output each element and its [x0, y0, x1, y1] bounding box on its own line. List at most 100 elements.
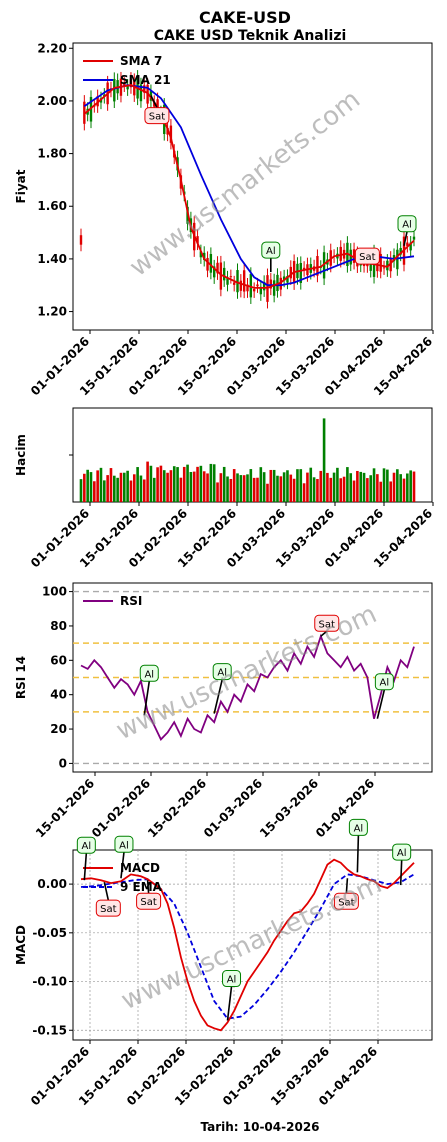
- macd-signal-box: [136, 892, 162, 910]
- volume-bar: [196, 466, 199, 502]
- volume-bar: [279, 476, 283, 502]
- volume-bar: [322, 418, 326, 502]
- macd-signal-box: [348, 818, 368, 836]
- rsi-ytick-label: 20: [50, 722, 67, 736]
- volume-bar: [252, 477, 256, 502]
- volume-bar: [366, 478, 369, 502]
- volume-bar: [86, 469, 89, 502]
- volume-bar: [282, 472, 286, 502]
- macd-signal-label: Sat: [100, 904, 116, 915]
- volume-bar: [319, 470, 323, 502]
- candle-body: [302, 267, 306, 271]
- candle-body: [199, 251, 203, 258]
- volume-bar: [162, 470, 166, 502]
- macd-signal-box: [95, 899, 121, 917]
- volume-bar: [292, 478, 296, 502]
- candle-body: [262, 281, 266, 291]
- candle-body: [139, 84, 143, 102]
- candle-body: [246, 284, 249, 292]
- volume-bar: [352, 480, 356, 502]
- candle-body: [126, 85, 129, 90]
- macd-signal-arrow: [120, 852, 125, 879]
- candle-body: [272, 280, 276, 296]
- volume-bar: [286, 470, 289, 502]
- candle-body: [406, 242, 409, 246]
- sma21-line: [83, 84, 415, 287]
- rsi-signal-arrow: [213, 679, 223, 714]
- candle-body: [269, 279, 273, 289]
- volume-bar: [249, 469, 253, 502]
- volume-bar: [109, 468, 113, 502]
- price-frame: [72, 42, 433, 331]
- macd-signal-box: [114, 835, 134, 853]
- candle-body: [412, 236, 416, 240]
- volume-bar: [83, 473, 86, 502]
- macd-signal-arrow: [83, 853, 88, 881]
- rsi-ytick-label: 40: [50, 688, 67, 702]
- macd-signal-label: Al: [119, 840, 129, 851]
- volume-ylabel: Hacim: [14, 434, 28, 476]
- price-panel: 1.201.401.601.802.002.20Fiyat01-01-20261…: [14, 41, 435, 398]
- price-signal-label: Sat: [149, 112, 165, 123]
- volume-bar: [346, 467, 349, 502]
- candle-body: [396, 249, 399, 270]
- volume-bar: [119, 472, 123, 502]
- volume-bar: [122, 472, 126, 502]
- volume-bar: [159, 465, 163, 502]
- volume-bar: [189, 471, 193, 502]
- candle-body: [229, 276, 233, 278]
- candle-body: [153, 101, 156, 107]
- price-chart-title: CAKE USD Teknik Analizi: [154, 28, 347, 44]
- volume-bar: [332, 472, 336, 502]
- volume-bar: [342, 476, 346, 502]
- rsi-signal-box: [212, 663, 232, 681]
- macd-legend-label: MACD: [120, 861, 160, 875]
- volume-bar: [309, 467, 313, 502]
- footer-date: Tarih: 10-04-2026: [200, 1120, 319, 1134]
- price-signal-box: [261, 241, 281, 259]
- macd-signal-label: Sat: [338, 897, 354, 908]
- volume-bar: [396, 469, 399, 502]
- volume-bar: [386, 469, 389, 502]
- volume-bar: [389, 481, 392, 502]
- volume-bar: [152, 477, 156, 502]
- macd-signal-arrow: [356, 835, 360, 873]
- volume-bar: [129, 480, 133, 502]
- volume-bar: [229, 478, 233, 502]
- candle-body: [242, 270, 246, 292]
- figure-title: CAKE-USD: [199, 8, 291, 27]
- volume-bar: [232, 469, 236, 502]
- volume-bar: [219, 473, 223, 502]
- volume-bar: [359, 471, 363, 502]
- volume-bar: [186, 464, 189, 502]
- volume-bar: [149, 465, 153, 502]
- rsi-ylabel: RSI 14: [14, 656, 28, 699]
- rsi-xtick-label: 01-03-2026: [201, 776, 265, 840]
- price-signal-arrow: [150, 95, 158, 109]
- candle-body: [259, 286, 263, 295]
- candle-body: [409, 242, 412, 251]
- candle-body: [256, 284, 259, 287]
- candle-body: [123, 83, 126, 86]
- volume-bar: [169, 470, 173, 502]
- candle-body: [113, 78, 116, 102]
- volume-bar: [372, 468, 376, 502]
- volume-bar: [179, 477, 183, 502]
- candle-body: [226, 277, 229, 285]
- volume-bar: [326, 472, 329, 502]
- candle-body: [203, 252, 206, 260]
- rsi-xtick-label: 15-02-2026: [145, 776, 209, 840]
- volume-bar: [256, 477, 259, 502]
- volume-bar: [106, 475, 109, 502]
- price-ytick-label: 1.60: [37, 199, 67, 213]
- volume-bar: [312, 477, 316, 502]
- volume-bar: [226, 476, 229, 502]
- macd-signal-box: [76, 836, 96, 854]
- volume-bar: [212, 464, 216, 502]
- candle-body: [386, 260, 389, 271]
- candle-body: [349, 249, 352, 265]
- volume-bar: [222, 466, 226, 502]
- macd-frame: [72, 849, 433, 1041]
- rsi-ytick-label: 60: [50, 653, 67, 667]
